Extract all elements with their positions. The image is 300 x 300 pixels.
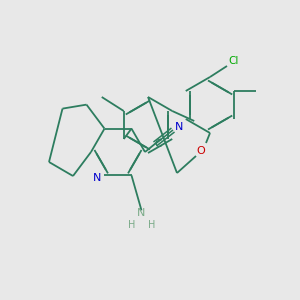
Text: C: C	[154, 139, 162, 149]
Text: N: N	[137, 208, 146, 218]
Text: N: N	[93, 173, 102, 183]
Text: Cl: Cl	[229, 56, 239, 66]
Text: O: O	[196, 146, 206, 156]
Text: N: N	[175, 122, 183, 132]
Text: H: H	[128, 220, 135, 230]
Text: H: H	[148, 220, 155, 230]
